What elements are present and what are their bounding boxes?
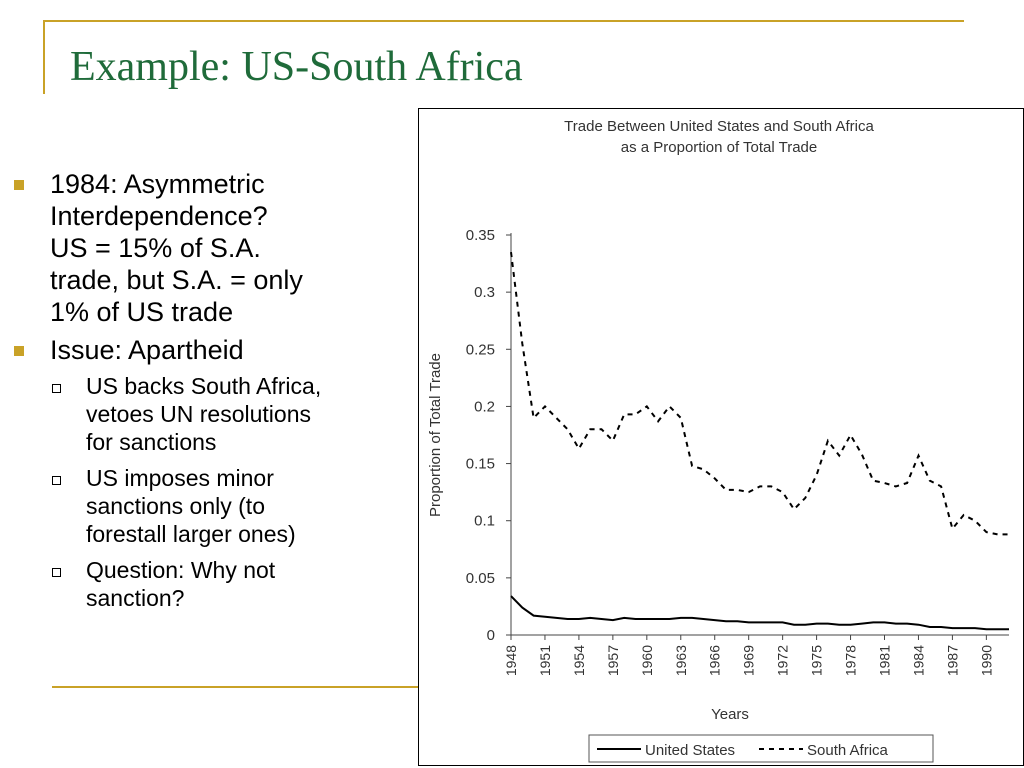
sub-bullet-text: US backs South Africa, vetoes UN resolut…: [86, 373, 322, 455]
chart-title-line: Trade Between United States and South Af…: [564, 118, 874, 135]
x-axis-ticks: 1948 1951 1954 1957 1960 1963 1966 1969 1972 1975…: [503, 635, 994, 676]
x-tick-label: 1972: [775, 645, 791, 676]
sub-bullet-item: US imposes minor sanctions only (to fore…: [14, 464, 414, 548]
hollow-square-bullet-icon: [52, 384, 61, 393]
x-tick-label: 1978: [843, 645, 859, 676]
chart-series: [510, 251, 1009, 631]
sub-bullet-item: Question: Why not sanction?: [14, 556, 414, 612]
bullet-list: 1984: Asymmetric Interdependence? US = 1…: [14, 168, 414, 620]
trade-chart: Trade Between United States and South Af…: [418, 108, 1024, 766]
south-africa-series-line: [510, 251, 1009, 536]
y-tick-label: 0.3: [474, 284, 495, 301]
y-axis-ticks: 0 0.05 0.1 0.15 0.2 0.25 0.3 0.35: [466, 227, 511, 644]
x-tick-label: 1951: [537, 645, 553, 676]
slide-title: Example: US-South Africa: [70, 44, 523, 90]
x-tick-label: 1984: [910, 645, 926, 676]
x-tick-label: 1957: [605, 645, 621, 676]
x-tick-label: 1960: [639, 645, 655, 676]
chart-title-line: as a Proportion of Total Trade: [621, 139, 818, 156]
bullet-item: Issue: Apartheid: [14, 334, 414, 366]
y-tick-label: 0.05: [466, 570, 495, 587]
y-tick-label: 0.15: [466, 456, 495, 473]
y-tick-label: 0: [487, 627, 495, 644]
chart-axes: Proportion of Total Trade Years: [427, 233, 1009, 723]
trade-chart-svg: Trade Between United States and South Af…: [427, 118, 1009, 763]
x-tick-label: 1963: [673, 645, 689, 676]
footer-accent-line: [52, 686, 422, 688]
y-tick-label: 0.1: [474, 513, 495, 530]
hollow-square-bullet-icon: [52, 476, 61, 485]
chart-legend: United States South Africa: [588, 734, 934, 763]
sub-bullet-text: Question: Why not sanction?: [86, 557, 276, 611]
y-tick-label: 0.35: [466, 227, 495, 244]
x-axis-label: Years: [711, 706, 749, 723]
x-tick-label: 1948: [503, 645, 519, 676]
title-accent-horizontal-line: [43, 20, 964, 22]
x-tick-label: 1954: [571, 645, 587, 676]
y-tick-label: 0.2: [474, 398, 495, 415]
x-tick-label: 1966: [707, 645, 723, 676]
united-states-series-line: [510, 595, 1009, 631]
square-bullet-icon: [14, 180, 24, 190]
bullet-text: 1984: Asymmetric Interdependence? US = 1…: [50, 169, 303, 327]
sub-bullet-text: US imposes minor sanctions only (to fore…: [86, 465, 296, 547]
hollow-square-bullet-icon: [52, 568, 61, 577]
legend-label: United States: [645, 742, 735, 759]
bullet-item: 1984: Asymmetric Interdependence? US = 1…: [14, 168, 414, 328]
x-tick-label: 1987: [944, 645, 960, 676]
y-tick-label: 0.25: [466, 341, 495, 358]
y-axis-label: Proportion of Total Trade: [427, 353, 444, 517]
square-bullet-icon: [14, 346, 24, 356]
x-tick-label: 1975: [809, 645, 825, 676]
legend-label: South Africa: [807, 742, 889, 759]
x-tick-label: 1981: [877, 645, 893, 676]
x-tick-label: 1969: [741, 645, 757, 676]
title-accent-vertical-line: [43, 20, 45, 94]
bullet-text: Issue: Apartheid: [50, 335, 244, 365]
sub-bullet-item: US backs South Africa, vetoes UN resolut…: [14, 372, 414, 456]
chart-title: Trade Between United States and South Af…: [564, 118, 874, 156]
x-tick-label: 1990: [978, 645, 994, 676]
